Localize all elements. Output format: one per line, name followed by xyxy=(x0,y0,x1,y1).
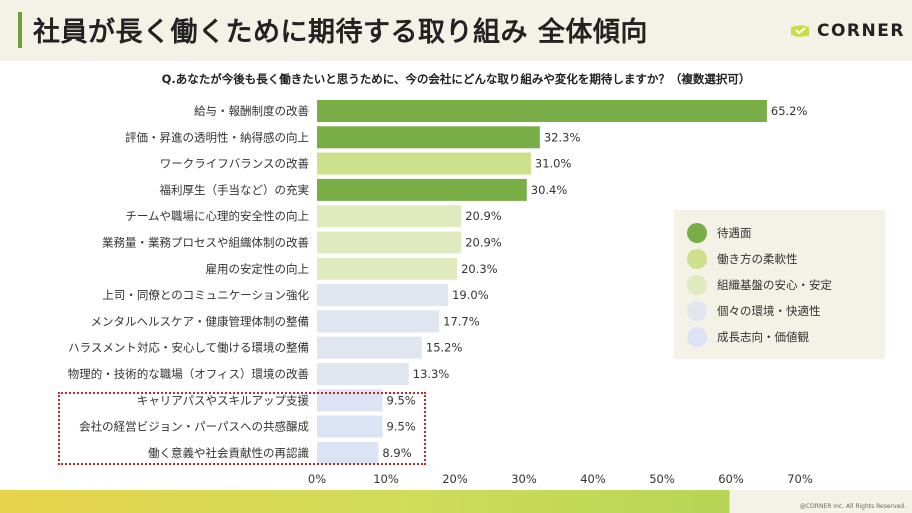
category-label: 給与・報酬制度の改善 xyxy=(194,104,309,118)
category-label: メンタルヘルスケア・健康管理体制の整備 xyxy=(91,314,310,328)
logo-text: CORNER xyxy=(817,21,905,41)
category-label: 物理的・技術的な職場（オフィス）環境の改善 xyxy=(68,367,309,381)
legend-item-environment: 個々の環境・快適性 xyxy=(687,301,821,321)
legend-swatch xyxy=(687,249,707,269)
bar xyxy=(317,231,462,254)
highlight-box xyxy=(58,392,426,465)
data-label: 8.9% xyxy=(382,446,411,460)
data-label: 13.3% xyxy=(413,367,450,381)
bar xyxy=(317,441,379,464)
legend-label: 個々の環境・快適性 xyxy=(717,304,821,318)
category-label: チームや職場に心理的安全性の向上 xyxy=(125,209,309,223)
bar xyxy=(317,126,540,149)
category-label: 働く意義や社会貢献性の再認識 xyxy=(148,446,309,460)
data-label: 19.0% xyxy=(452,288,489,302)
category-label: 会社の経営ビジョン・パーパスへの共感醸成 xyxy=(79,420,309,434)
chart-question: Q.あなたが今後も長く働きたいと思うために、今の会社にどんな取り組みや変化を期待… xyxy=(161,72,751,86)
data-label: 15.2% xyxy=(426,341,463,355)
bar xyxy=(317,257,458,280)
bar xyxy=(317,178,527,201)
legend-label: 待遇面 xyxy=(717,226,752,240)
category-label: キャリアパスやスキルアップ支援 xyxy=(137,393,310,407)
copyright-text: @CORNER Inc. All Rights Reserved. xyxy=(799,503,906,510)
x-tick-label: 20% xyxy=(442,472,468,486)
legend-label: 働き方の柔軟性 xyxy=(717,252,798,266)
bar xyxy=(317,100,767,122)
data-label: 20.3% xyxy=(461,262,498,276)
data-label: 9.5% xyxy=(387,393,416,407)
legend-label: 組織基盤の安心・安定 xyxy=(717,278,832,292)
data-label: 9.5% xyxy=(387,420,416,434)
x-tick-label: 50% xyxy=(649,472,675,486)
category-label: 評価・昇進の透明性・納得感の向上 xyxy=(125,130,309,144)
x-tick-label: 70% xyxy=(787,472,813,486)
bar xyxy=(317,284,449,307)
category-label: ハラスメント対応・安心して働ける環境の整備 xyxy=(68,341,309,355)
x-tick-label: 0% xyxy=(308,472,326,486)
legend-item-flexibility: 働き方の柔軟性 xyxy=(687,249,798,269)
x-tick-label: 30% xyxy=(511,472,537,486)
header-bar xyxy=(0,0,912,61)
data-label: 65.2% xyxy=(771,104,808,118)
bar xyxy=(317,205,462,228)
legend-item-growth: 成長志向・価値観 xyxy=(687,327,809,347)
x-tick-label: 40% xyxy=(580,472,606,486)
legend-swatch xyxy=(687,275,707,295)
bar xyxy=(317,389,383,412)
data-label: 32.3% xyxy=(544,130,581,144)
data-label: 17.7% xyxy=(443,314,480,328)
category-label: 業務量・業務プロセスや組織体制の改善 xyxy=(102,236,309,250)
data-label: 31.0% xyxy=(535,157,572,171)
legend-swatch xyxy=(687,327,707,347)
category-label: 雇用の安定性の向上 xyxy=(206,262,310,276)
category-label: ワークライフバランスの改善 xyxy=(160,157,309,171)
legend-item-stability: 組織基盤の安心・安定 xyxy=(687,275,832,295)
x-tick-label: 10% xyxy=(373,472,399,486)
bar xyxy=(317,363,409,385)
footer-bar xyxy=(0,490,912,513)
category-label: 福利厚生（手当など）の充実 xyxy=(160,183,310,197)
bar xyxy=(317,152,531,175)
legend-item-treatment: 待遇面 xyxy=(687,223,752,243)
logo-mark-icon xyxy=(791,25,809,37)
bar xyxy=(317,415,383,438)
legend-swatch xyxy=(687,301,707,321)
logo: CORNER xyxy=(790,20,905,42)
data-label: 20.9% xyxy=(465,209,502,223)
data-label: 30.4% xyxy=(531,183,568,197)
page-title: 社員が長く働くために期待する取り組み 全体傾向 xyxy=(33,17,648,48)
legend-label: 成長志向・価値観 xyxy=(717,330,809,344)
chart-legend: 待遇面 働き方の柔軟性 組織基盤の安心・安定 個々の環境・快適性 成長志向・価値… xyxy=(674,210,885,359)
legend-swatch xyxy=(687,223,707,243)
x-tick-label: 60% xyxy=(718,472,744,486)
data-label: 20.9% xyxy=(465,236,502,250)
bar xyxy=(317,310,440,333)
category-label: 上司・同僚とのコミュニケーション強化 xyxy=(102,288,309,302)
title-accent-bar xyxy=(18,12,22,48)
bar xyxy=(317,336,422,359)
